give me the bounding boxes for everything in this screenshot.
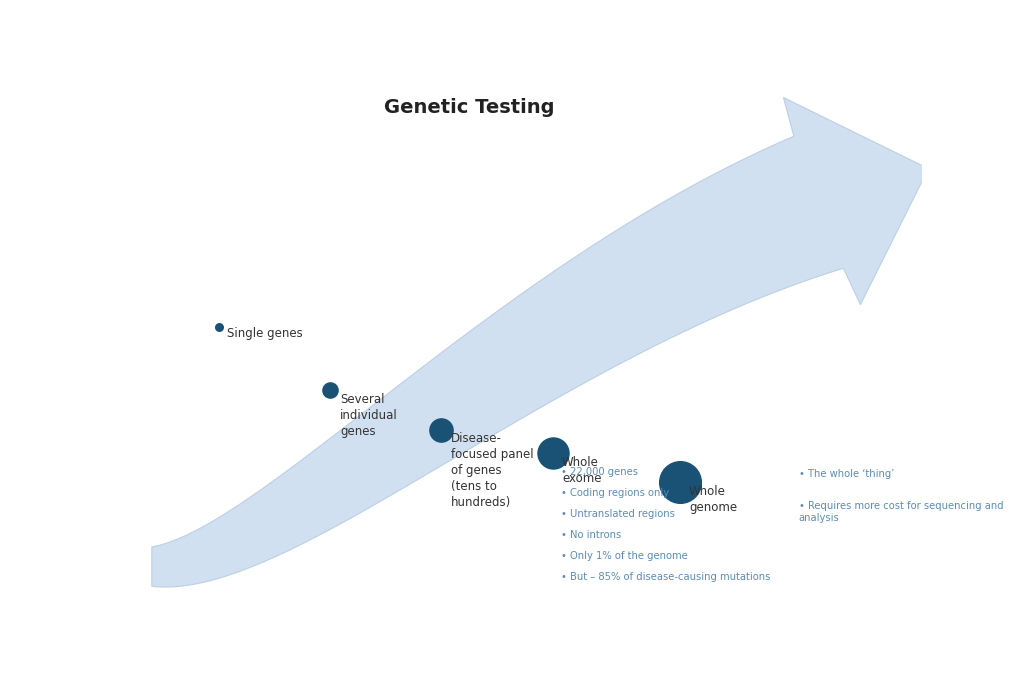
Text: Several
individual
genes: Several individual genes bbox=[340, 393, 397, 438]
Text: Disease-
focused panel
of genes
(tens to
hundreds): Disease- focused panel of genes (tens to… bbox=[451, 432, 534, 510]
Text: • No introns: • No introns bbox=[560, 529, 621, 540]
Point bbox=[672, 477, 688, 488]
Text: • Requires more cost for sequencing and analysis: • Requires more cost for sequencing and … bbox=[799, 501, 1004, 523]
Polygon shape bbox=[152, 98, 929, 587]
Text: Single genes: Single genes bbox=[227, 327, 303, 340]
Point bbox=[545, 448, 561, 459]
Text: • 22,000 genes: • 22,000 genes bbox=[560, 466, 638, 477]
Text: Whole
genome: Whole genome bbox=[689, 485, 737, 514]
Text: • The whole ‘thing’: • The whole ‘thing’ bbox=[799, 469, 894, 479]
Point bbox=[433, 424, 450, 435]
Text: • Only 1% of the genome: • Only 1% of the genome bbox=[560, 551, 687, 561]
Point bbox=[211, 321, 227, 332]
Text: • Untranslated regions: • Untranslated regions bbox=[560, 509, 675, 518]
Text: • Coding regions only: • Coding regions only bbox=[560, 488, 669, 498]
Point bbox=[323, 384, 339, 395]
Text: Genetic Testing: Genetic Testing bbox=[384, 98, 555, 117]
Text: • But – 85% of disease-causing mutations: • But – 85% of disease-causing mutations bbox=[560, 572, 770, 582]
Text: Whole
exome: Whole exome bbox=[562, 456, 601, 485]
